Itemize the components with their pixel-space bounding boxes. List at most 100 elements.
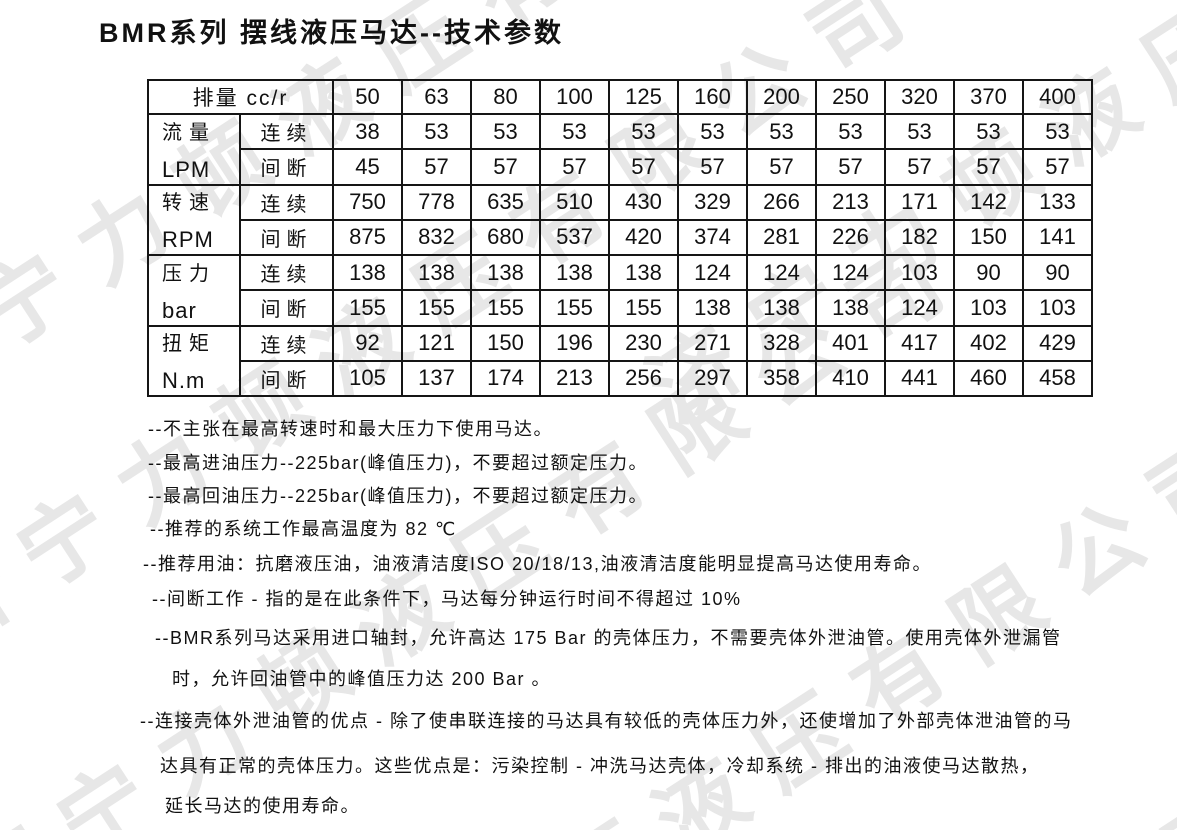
value-cell: 460 <box>953 359 1025 398</box>
row-group-header: 扭矩 N.m <box>147 324 241 397</box>
note-line: --BMR系列马达采用进口轴封，允许高达 175 Bar 的壳体压力，不需要壳体… <box>155 628 1062 648</box>
table-row: 间断 105 137 174 213 256 297 358 410 441 460 458 <box>148 359 1094 398</box>
note-line: --不主张在最高转速时和最大压力下使用马达。 <box>148 419 553 439</box>
value-cell: 778 <box>401 183 473 221</box>
quantity-label: 压力 <box>162 262 216 285</box>
value-cell: 266 <box>746 183 818 221</box>
displacement-col-header: 160 <box>677 79 749 115</box>
value-cell: 138 <box>539 253 611 292</box>
value-cell: 297 <box>677 359 749 398</box>
value-cell: 429 <box>1022 324 1094 362</box>
value-cell: 138 <box>815 289 887 327</box>
value-cell: 155 <box>608 289 680 327</box>
value-cell: 410 <box>815 359 887 398</box>
value-cell: 57 <box>746 148 818 186</box>
value-cell: 103 <box>884 253 956 292</box>
value-cell: 155 <box>401 289 473 327</box>
value-cell: 420 <box>608 218 680 257</box>
value-cell: 401 <box>815 324 887 362</box>
value-cell: 328 <box>746 324 818 362</box>
value-cell: 57 <box>539 148 611 186</box>
value-cell: 750 <box>332 183 404 221</box>
value-cell: 38 <box>332 112 404 151</box>
value-cell: 57 <box>1022 148 1094 186</box>
value-cell: 53 <box>401 112 473 151</box>
value-cell: 57 <box>608 148 680 186</box>
value-cell: 124 <box>815 253 887 292</box>
table-row: 间断 875 832 680 537 420 374 281 226 182 150 141 <box>148 218 1094 257</box>
displacement-col-header: 125 <box>608 79 680 115</box>
duty-label: 连续 <box>238 112 335 151</box>
page-title: BMR系列 摆线液压马达--技术参数 <box>99 18 564 48</box>
value-cell: 57 <box>677 148 749 186</box>
note-line: 延长马达的使用寿命。 <box>165 796 360 816</box>
value-cell: 150 <box>953 218 1025 257</box>
note-line: --推荐的系统工作最高温度为 82 ℃ <box>150 519 457 539</box>
value-cell: 537 <box>539 218 611 257</box>
value-cell: 90 <box>1022 253 1094 292</box>
value-cell: 417 <box>884 324 956 362</box>
duty-label: 间断 <box>238 289 335 327</box>
value-cell: 57 <box>815 148 887 186</box>
value-cell: 124 <box>746 253 818 292</box>
displacement-col-header: 80 <box>470 79 542 115</box>
displacement-header-cell: 排量 cc/r <box>146 79 335 115</box>
value-cell: 875 <box>332 218 404 257</box>
value-cell: 141 <box>1022 218 1094 257</box>
value-cell: 441 <box>884 359 956 398</box>
value-cell: 57 <box>470 148 542 186</box>
value-cell: 635 <box>470 183 542 221</box>
note-line: --最高回油压力--225bar(峰值压力)，不要超过额定压力。 <box>148 486 649 506</box>
table-row: 间断 155 155 155 155 155 138 138 138 124 103 103 <box>148 289 1094 327</box>
duty-label: 连续 <box>238 324 335 362</box>
unit-label: LPM <box>162 156 211 182</box>
table-row: 压力 bar 连续 138 138 138 138 138 124 124 124 103 90 90 <box>147 253 1094 327</box>
value-cell: 124 <box>884 289 956 327</box>
value-cell: 105 <box>332 359 404 398</box>
value-cell: 832 <box>401 218 473 257</box>
value-cell: 138 <box>746 289 818 327</box>
value-cell: 271 <box>677 324 749 362</box>
value-cell: 53 <box>677 112 749 151</box>
value-cell: 137 <box>401 359 473 398</box>
note-line: 达具有正常的壳体压力。这些优点是：污染控制 - 冲洗马达壳体，冷却系统 - 排出… <box>160 756 1040 776</box>
value-cell: 53 <box>953 112 1025 151</box>
value-cell: 133 <box>1022 183 1094 221</box>
row-group-header: 转速 RPM <box>147 183 241 256</box>
displacement-col-header: 200 <box>746 79 818 115</box>
value-cell: 174 <box>470 359 542 398</box>
value-cell: 57 <box>884 148 956 186</box>
value-cell: 230 <box>608 324 680 362</box>
value-cell: 281 <box>746 218 818 257</box>
note-line: 时，允许回油管中的峰值压力达 200 Bar 。 <box>172 669 552 689</box>
value-cell: 155 <box>332 289 404 327</box>
value-cell: 53 <box>470 112 542 151</box>
value-cell: 358 <box>746 359 818 398</box>
value-cell: 329 <box>677 183 749 221</box>
note-line: --推荐用油：抗磨液压油，油液清洁度ISO 20/18/13,油液清洁度能明显提… <box>143 554 933 574</box>
value-cell: 155 <box>539 289 611 327</box>
value-cell: 138 <box>677 289 749 327</box>
value-cell: 53 <box>539 112 611 151</box>
quantity-label: 扭矩 <box>162 333 216 356</box>
value-cell: 182 <box>884 218 956 257</box>
value-cell: 458 <box>1022 359 1094 398</box>
unit-label: bar <box>162 297 197 323</box>
value-cell: 121 <box>401 324 473 362</box>
value-cell: 256 <box>608 359 680 398</box>
duty-label: 间断 <box>238 148 335 186</box>
value-cell: 171 <box>884 183 956 221</box>
quantity-label: 转速 <box>162 192 216 215</box>
value-cell: 57 <box>401 148 473 186</box>
duty-label: 间断 <box>238 218 335 257</box>
value-cell: 57 <box>953 148 1025 186</box>
value-cell: 196 <box>539 324 611 362</box>
quantity-label: 流量 <box>162 121 216 144</box>
value-cell: 155 <box>470 289 542 327</box>
value-cell: 430 <box>608 183 680 221</box>
displacement-col-header: 400 <box>1022 79 1094 115</box>
value-cell: 142 <box>953 183 1025 221</box>
displacement-col-header: 370 <box>953 79 1025 115</box>
table-header-row: 排量 cc/r 50 63 80 100 125 160 200 250 320 370 400 <box>146 79 1094 115</box>
